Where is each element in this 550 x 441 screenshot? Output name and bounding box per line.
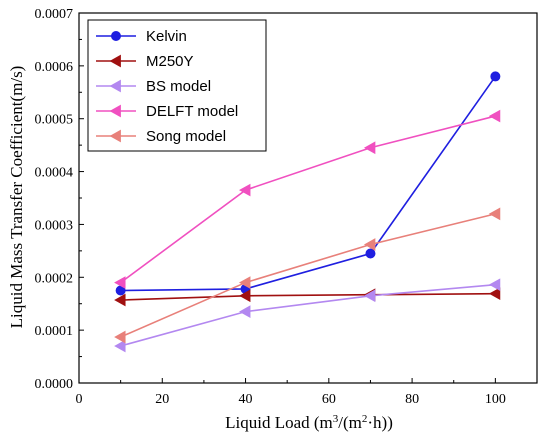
x-tick-label: 60 (322, 392, 336, 407)
y-tick-label: 0.0000 (35, 377, 74, 392)
y-axis-title: Liquid Mass Transfer Coefficient(m/s) (7, 66, 26, 329)
series-line (120, 75, 497, 292)
data-point (363, 141, 376, 155)
series-bs-model (114, 278, 501, 353)
data-point (365, 248, 376, 259)
series-delft-model (114, 109, 501, 289)
series-line (120, 115, 496, 284)
legend-label: DELFT model (146, 103, 238, 120)
y-tick-label: 0.0005 (35, 113, 74, 128)
data-point (239, 289, 251, 303)
x-tick-label: 100 (485, 392, 506, 407)
legend-label: Song model (146, 128, 226, 145)
data-point (114, 330, 126, 344)
legend-marker (111, 31, 121, 41)
y-tick-label: 0.0006 (35, 60, 74, 75)
data-point (114, 293, 126, 307)
data-point (488, 207, 501, 221)
x-tick-label: 0 (76, 392, 83, 407)
legend-label: Kelvin (146, 28, 187, 45)
y-tick-label: 0.0002 (35, 271, 74, 286)
data-point (239, 305, 251, 318)
series-m250y (114, 287, 501, 307)
x-axis-title: Liquid Load (m3/(m2·h)) (225, 413, 393, 432)
legend-label: BS model (146, 78, 211, 95)
series-line (120, 213, 496, 338)
data-point (239, 276, 251, 289)
x-tick-label: 40 (239, 392, 253, 407)
data-point (114, 276, 126, 289)
series-line (120, 283, 496, 347)
y-tick-label: 0.0007 (35, 7, 74, 22)
series-line (120, 292, 496, 301)
legend-marker (109, 104, 121, 118)
data-point (488, 278, 501, 292)
legend-label: M250Y (146, 53, 194, 70)
y-tick-label: 0.0004 (35, 166, 74, 181)
y-tick-label: 0.0003 (35, 218, 74, 233)
data-point (363, 238, 376, 251)
axes: 0 20 40 60 80 100 0.0000 0.0001 0.0002 0.0003 0.00… (35, 7, 538, 407)
data-point (363, 289, 376, 303)
x-tick-label: 80 (405, 392, 419, 407)
data-point (488, 109, 501, 123)
data-point (488, 287, 501, 301)
series-layer (114, 71, 501, 353)
legend-marker (109, 54, 121, 68)
legend-marker (109, 79, 121, 93)
y-tick-label: 0.0001 (35, 324, 74, 339)
series-kelvin (115, 71, 501, 296)
legend: Kelvin M250Y BS model DELFT model Song model (87, 19, 267, 152)
legend-marker (109, 129, 121, 143)
data-point (490, 71, 501, 82)
data-point (239, 183, 251, 197)
data-point (114, 339, 126, 353)
series-song-model (114, 207, 501, 344)
x-tick-label: 20 (155, 392, 169, 407)
